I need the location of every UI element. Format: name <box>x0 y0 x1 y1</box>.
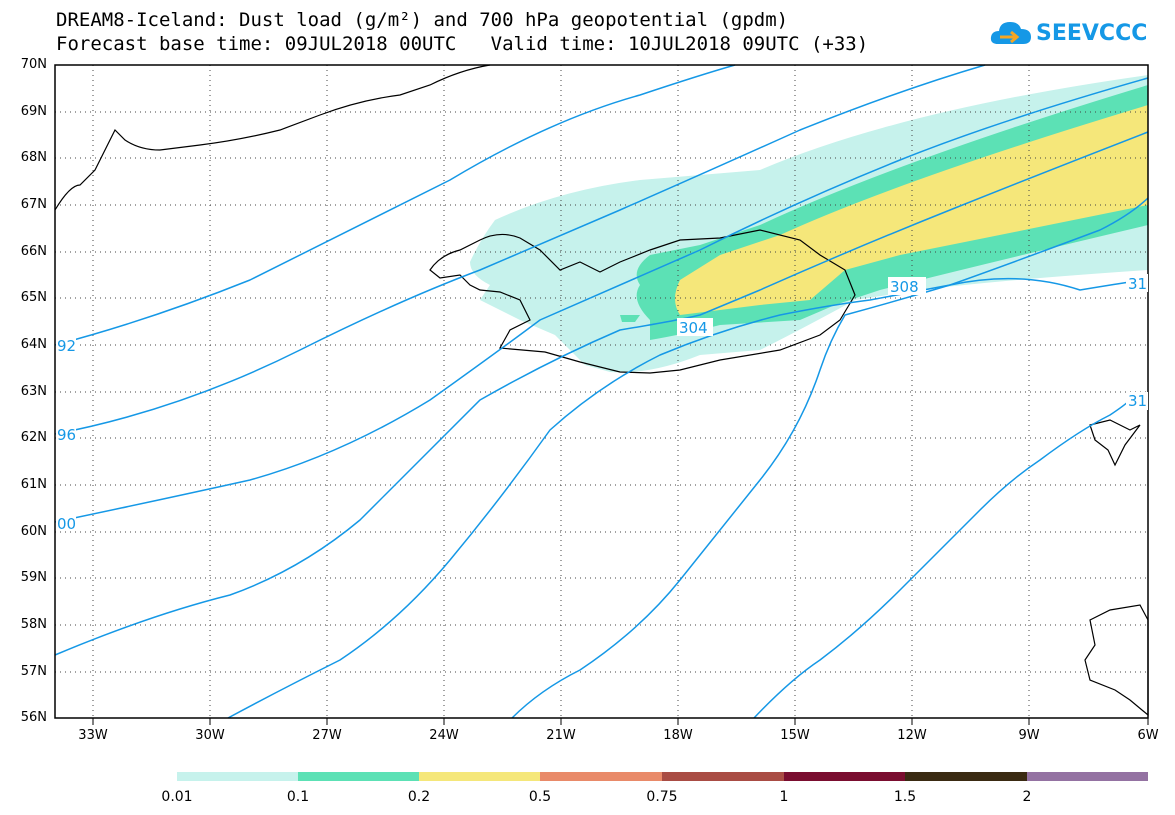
lon-label: 6W <box>1137 728 1159 743</box>
seevccc-logo: SEEVCCC <box>990 18 1147 48</box>
coastline <box>54 64 1149 717</box>
cloud-arrow-icon <box>990 22 1031 44</box>
colorbar-segment-2 <box>419 772 540 781</box>
colorbar-label: 1 <box>779 789 789 805</box>
lon-label: 15W <box>780 728 810 743</box>
lat-label: 62N <box>20 430 47 445</box>
contour-label-312: 31 <box>1128 275 1147 293</box>
lat-label: 58N <box>20 617 47 632</box>
colorbar-label: 0.5 <box>528 789 552 805</box>
lon-label: 12W <box>897 728 927 743</box>
geopotential-contours <box>54 64 1149 719</box>
lon-label: 9W <box>1018 728 1040 743</box>
lon-label: 30W <box>195 728 225 743</box>
map-subtitle: Forecast base time: 09JUL2018 00UTC Vali… <box>56 33 869 55</box>
colorbar-label: 0.75 <box>646 789 678 805</box>
colorbar-label: 0.01 <box>161 789 193 805</box>
colorbar-segment-6 <box>905 772 1027 781</box>
contour-label-292: 92 <box>57 337 76 355</box>
colorbar-label: 0.1 <box>286 789 310 805</box>
colorbar-label: 0.2 <box>407 789 431 805</box>
contour-label-300: 00 <box>57 515 76 533</box>
contour-label-296: 96 <box>57 426 76 444</box>
lon-label: 27W <box>312 728 342 743</box>
graticule <box>55 65 1148 718</box>
colorbar <box>177 772 1148 781</box>
map-frame <box>54 64 1149 719</box>
lon-label: 33W <box>78 728 108 743</box>
lat-label: 63N <box>20 384 47 399</box>
lon-label: 21W <box>546 728 576 743</box>
lat-label: 60N <box>20 524 47 539</box>
lat-label: 69N <box>20 104 47 119</box>
contour-label-308: 308 <box>890 278 919 296</box>
lat-label: 57N <box>20 664 47 679</box>
lat-label: 64N <box>20 337 47 352</box>
lon-label: 24W <box>429 728 459 743</box>
logo-text: SEEVCCC <box>1036 20 1148 46</box>
lat-label: 68N <box>20 150 47 165</box>
colorbar-segment-0 <box>177 772 298 781</box>
map-title: DREAM8-Iceland: Dust load (g/m²) and 700… <box>56 9 789 31</box>
colorbar-label: 2 <box>1022 789 1032 805</box>
lat-label: 56N <box>20 710 47 725</box>
lat-label: 70N <box>20 57 47 72</box>
colorbar-label: 1.5 <box>893 789 917 805</box>
colorbar-segment-7 <box>1027 772 1148 781</box>
lat-label: 65N <box>20 290 47 305</box>
colorbar-segment-5 <box>784 772 905 781</box>
colorbar-segment-1 <box>298 772 419 781</box>
contour-label-316: 31 <box>1128 392 1147 410</box>
contour-label-304: 304 <box>679 319 708 337</box>
lat-label: 67N <box>20 197 47 212</box>
colorbar-segment-4 <box>662 772 784 781</box>
map-ticks <box>92 718 1149 725</box>
lat-label: 61N <box>20 477 47 492</box>
colorbar-segment-3 <box>540 772 662 781</box>
lat-label: 66N <box>20 244 47 259</box>
lon-label: 18W <box>663 728 693 743</box>
lat-label: 59N <box>20 570 47 585</box>
